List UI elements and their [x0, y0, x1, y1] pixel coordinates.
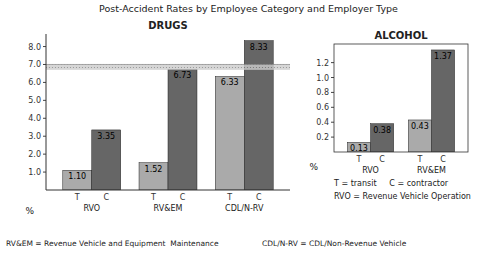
y-tick-label: 6.0 — [28, 78, 41, 87]
y-axis-label: % — [309, 162, 318, 172]
bar — [168, 69, 197, 190]
y-tick-label: 1.0 — [28, 168, 41, 177]
y-tick-label: 7.0 — [28, 60, 41, 69]
series-tick-label: C — [256, 193, 262, 202]
y-tick — [331, 137, 334, 138]
category-label: RV&EM — [417, 166, 446, 175]
y-tick-label: 3.0 — [28, 132, 41, 141]
y-tick-label: 4.0 — [28, 114, 41, 123]
data-label: 8.33 — [250, 43, 268, 52]
series-tick-label: C — [103, 193, 109, 202]
y-tick-label: 1.0 — [316, 74, 329, 83]
y-tick — [331, 107, 334, 108]
y-tick-label: 5.0 — [28, 96, 41, 105]
y-tick — [331, 62, 334, 63]
x-axis — [46, 190, 290, 191]
y-tick-label: 8.0 — [28, 43, 41, 52]
y-tick-label: 0.2 — [316, 133, 329, 142]
y-tick-label: 2.0 — [28, 150, 41, 159]
data-label: 3.35 — [97, 132, 115, 141]
annotation: RV&EM = Revenue Vehicle and Equipment Ma… — [6, 239, 219, 248]
band-line — [46, 64, 290, 65]
y-tick-label: 0.4 — [316, 118, 329, 127]
series-tick-label: T — [74, 193, 80, 202]
y-tick-label: 0.8 — [316, 88, 329, 97]
category-label: RVO — [362, 166, 379, 175]
data-label: 0.43 — [411, 122, 429, 131]
y-tick — [331, 92, 334, 93]
data-label: 1.10 — [68, 172, 86, 181]
series-tick-label: T — [416, 155, 422, 164]
bar — [63, 170, 92, 190]
chart-title: ALCOHOL — [374, 30, 428, 41]
plot-frame — [334, 44, 468, 152]
figure-title: Post-Accident Rates by Employee Category… — [99, 3, 398, 14]
y-tick-label: 0.6 — [316, 103, 329, 112]
bar — [139, 163, 168, 190]
series-tick-label: T — [356, 155, 362, 164]
y-tick — [331, 122, 334, 123]
plot-area — [46, 41, 290, 190]
category-label: CDL/N-RV — [225, 204, 264, 213]
data-label: 6.73 — [174, 71, 192, 80]
data-label: 0.38 — [373, 126, 391, 135]
chart-root: Post-Accident Rates by Employee Category… — [0, 0, 497, 254]
series-tick-label: T — [226, 193, 232, 202]
annotation: CDL/N-RV = CDL/Non-Revenue Vehicle — [262, 239, 407, 248]
y-tick — [331, 77, 334, 78]
chart-0: DRUGS 1.0 2.0 3.0 4.0 5.0 6.0 7.0 8.0 1.10 T 1.52 T 6… — [25, 20, 290, 216]
bar — [92, 130, 121, 190]
data-label: 1.52 — [145, 165, 163, 174]
annotation: T = transit C = contractor — [333, 179, 449, 188]
data-label: 1.37 — [434, 52, 452, 61]
y-tick-label: 1.2 — [316, 59, 329, 68]
data-label: 6.33 — [221, 78, 239, 87]
hatch-band — [46, 64, 290, 69]
page: {"title": "Post-Accident Rates by Employ… — [0, 0, 497, 254]
bar — [244, 41, 273, 190]
chart-1: ALCOHOL0.20.40.60.81.01.20.13T0.43T0.38C… — [309, 30, 468, 175]
bar — [215, 76, 244, 190]
y-axis — [46, 34, 47, 190]
chart-title: DRUGS — [148, 20, 188, 31]
series-tick-label: C — [180, 193, 186, 202]
bar — [408, 120, 431, 152]
y-axis-label: % — [25, 206, 34, 216]
annotation: RVO = Revenue Vehicle Operation — [334, 192, 471, 201]
plot-area — [347, 50, 454, 152]
category-label: RV&EM — [154, 204, 183, 213]
series-tick-label: T — [150, 193, 156, 202]
series-tick-label: C — [379, 155, 385, 164]
series-tick-label: C — [440, 155, 446, 164]
category-label: RVO — [83, 204, 100, 213]
bar — [431, 50, 454, 152]
bar — [371, 124, 394, 152]
